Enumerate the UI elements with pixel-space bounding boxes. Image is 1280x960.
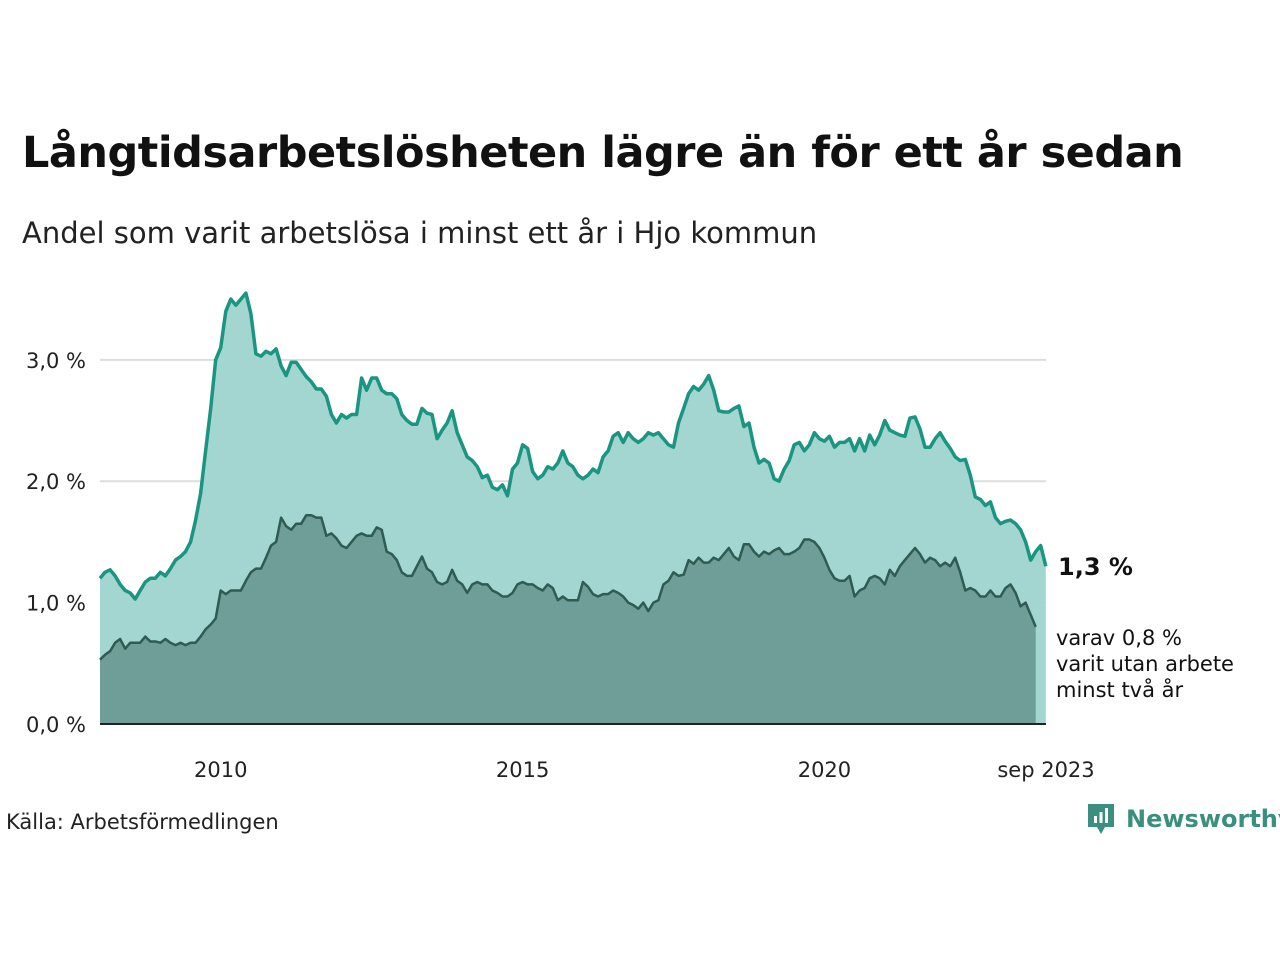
series-line-1 bbox=[99, 513, 1037, 661]
y-tick-label: 2,0 % bbox=[26, 470, 86, 494]
newsworthy-logo-icon bbox=[1088, 804, 1114, 834]
end-label-line: varit utan arbete bbox=[1056, 652, 1234, 676]
axis-layer: 0,0 % 1,0 % 2,0 % 3,0 % 2010 2015 2020 sep 2023 bbox=[26, 349, 1095, 782]
x-tick-label: sep 2023 bbox=[997, 758, 1094, 782]
brand-name: Newsworthy bbox=[1126, 805, 1280, 833]
x-tick-label: 2020 bbox=[798, 758, 851, 782]
brand-logo: Newsworthy bbox=[1086, 802, 1280, 836]
y-tick-label: 3,0 % bbox=[26, 349, 86, 373]
chart-title: Långtidsarbetslösheten lägre än för ett … bbox=[22, 128, 1184, 178]
y-tick-label: 0,0 % bbox=[26, 713, 86, 737]
chart-subtitle: Andel som varit arbetslösa i minst ett å… bbox=[22, 216, 818, 250]
area-layer bbox=[98, 291, 1048, 724]
end-label-line: varav 0,8 % bbox=[1056, 626, 1182, 650]
series-line-0 bbox=[98, 291, 1048, 601]
series-area-1 bbox=[100, 515, 1036, 724]
x-tick-label: 2015 bbox=[496, 758, 549, 782]
end-label-line: minst två år bbox=[1056, 677, 1184, 702]
x-tick-label: 2010 bbox=[194, 758, 247, 782]
end-label-total: 1,3 % bbox=[1058, 553, 1133, 581]
y-tick-label: 1,0 % bbox=[26, 592, 86, 616]
end-labels: 1,3 % varav 0,8 % varit utan arbete minst t… bbox=[1056, 553, 1234, 702]
end-label-two-years: varav 0,8 % varit utan arbete minst två år bbox=[1056, 626, 1234, 702]
source-note: Källa: Arbetsförmedlingen bbox=[6, 810, 279, 834]
